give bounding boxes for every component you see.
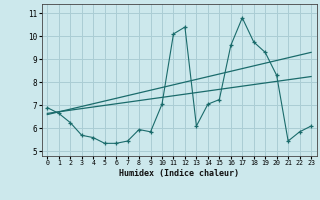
X-axis label: Humidex (Indice chaleur): Humidex (Indice chaleur) — [119, 169, 239, 178]
